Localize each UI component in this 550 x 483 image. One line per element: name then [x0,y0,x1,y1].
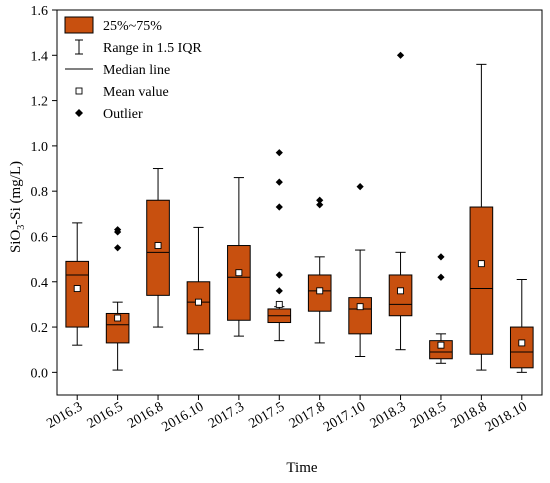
y-tick-label: 1.2 [31,95,49,110]
x-tick-label: 2017.8 [287,399,328,431]
legend-label: Median line [103,63,170,78]
mean-marker [437,341,445,349]
x-tick-label: 2017.3 [206,399,247,431]
outlier-point [275,271,283,279]
y-tick-label: 0.8 [31,185,49,200]
box-2016.10 [186,226,211,351]
outlier-point [114,226,122,234]
outlier-point [316,196,324,204]
mean-marker [316,287,324,295]
box-2017.3 [227,177,251,337]
mean-marker [195,298,202,306]
mean-marker [518,339,526,347]
box-2017.5 [267,149,292,342]
y-tick-label: 0.0 [31,366,49,381]
y-tick-label: 1.4 [31,49,49,64]
y-axis-title-main: SiO [8,230,24,254]
x-tick-label: 2018.5 [408,399,449,431]
y-axis-title-tail: -Si (mg/L) [8,161,24,225]
legend-label: 25%~75% [103,19,162,34]
y-tick-label: 0.2 [31,321,49,336]
legend-swatch-mean [75,87,83,95]
plot-frame [56,9,543,396]
box-2018.10 [509,279,534,373]
iqr-box [65,260,90,328]
legend-label: Outlier [103,107,143,122]
outlier-point [275,149,283,157]
iqr-box [348,297,372,335]
box-2016.8 [146,168,170,328]
legend: 25%~75% Range in 1.5 IQR Median line Mean v… [60,13,228,127]
outlier-point [275,203,283,211]
iqr-box [469,206,494,355]
mean-marker [235,269,243,277]
box-2016.3 [65,222,90,346]
x-tick-label: 2017.10 [321,399,368,435]
x-tick-label: 2016.5 [85,399,126,431]
outlier-point [275,287,283,295]
legend-swatch-outlier [75,109,83,117]
mean-marker [356,303,364,311]
box-2018.5 [429,253,453,364]
x-tick-label: 2018.10 [483,399,530,435]
y-tick-label: 1.0 [31,140,49,155]
y-tick-label: 0.4 [31,276,49,291]
mean-marker [275,300,283,308]
box-2018.8 [469,63,494,371]
x-tick-label: 2018.3 [368,399,409,431]
x-tick-label: 2018.8 [449,399,490,431]
box-2018.3 [388,51,413,351]
iqr-box [429,340,453,360]
x-tick-label: 2017.5 [246,399,287,431]
mean-marker [477,260,485,268]
iqr-box [105,312,130,344]
mean-marker [154,242,162,249]
mean-marker [397,287,404,295]
y-tick-label: 1.6 [31,4,49,19]
outlier-point [396,51,405,59]
x-tick-label: 2016.8 [125,399,166,431]
iqr-box [227,245,251,321]
legend-label: Range in 1.5 IQR [103,41,202,56]
outlier-point [316,201,324,209]
iqr-box [388,274,413,317]
mean-marker [73,285,81,293]
outlier-point [114,244,122,252]
iqr-box [509,326,534,369]
x-tick-label: 2016.10 [160,399,207,435]
legend-label: Mean value [103,85,169,100]
x-axis-title: Time [286,460,317,476]
x-tick-label: 2016.3 [44,399,85,431]
box-2016.5 [105,226,130,371]
y-axis-title-subscript: 3 [16,225,27,230]
iqr-box [186,281,211,335]
outlier-point [356,183,364,191]
boxes-layer [65,51,534,373]
y-tick-label: 0.6 [31,230,49,245]
box-2017.8 [307,196,332,344]
outlier-point [437,273,445,281]
box-2017.10 [348,183,372,357]
legend-swatch-box [64,16,94,34]
outlier-point [437,253,445,261]
mean-marker [114,314,122,322]
outlier-point [275,178,283,186]
y-axis-title: SiO3-Si (mg/L) [8,161,27,253]
